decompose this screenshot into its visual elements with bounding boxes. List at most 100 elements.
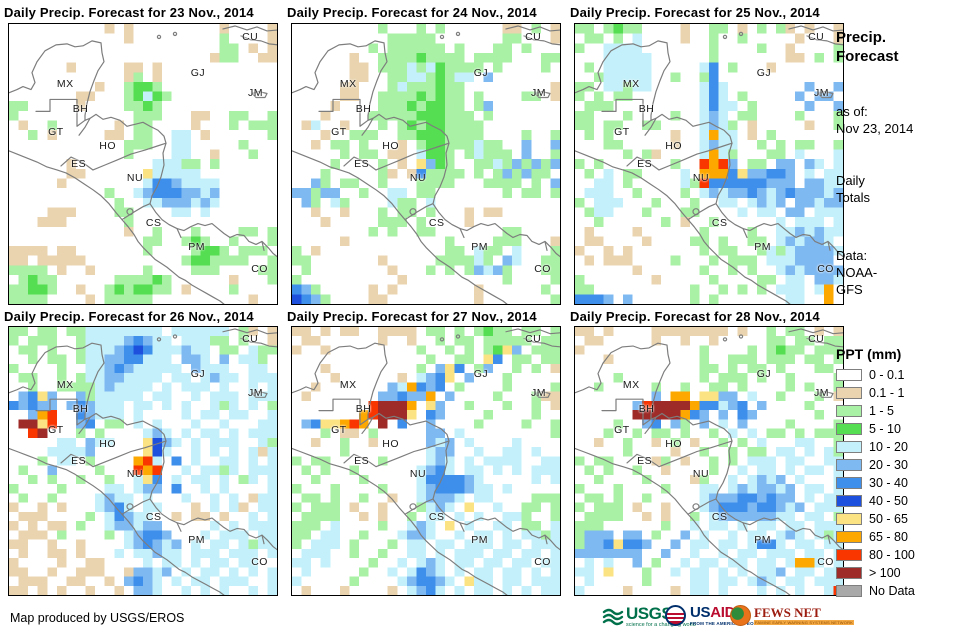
as-of-label: as of: <box>836 104 868 119</box>
map-label-jm: JM <box>248 386 264 399</box>
usgs-wordmark: USGS <box>626 604 673 623</box>
map-label-bh: BH <box>638 103 655 116</box>
sidebar-title: Precip. Forecast <box>836 28 968 66</box>
legend-item: 20 - 30 <box>836 456 915 474</box>
map-label-pm: PM <box>188 534 205 547</box>
panel-title: Daily Precip. Forecast for 26 Nov., 2014 <box>4 309 254 324</box>
fewsnet-wordmark: FEWS NET <box>754 605 821 620</box>
map-label-ho: HO <box>665 139 682 152</box>
map-label-cs: CS <box>711 216 728 229</box>
map-label-gj: GJ <box>190 67 206 79</box>
coastline-overlay <box>9 25 277 304</box>
fewsnet-globe-icon <box>730 605 751 626</box>
map-label-gt: GT <box>331 125 347 138</box>
legend-item: 10 - 20 <box>836 438 915 456</box>
usaid-wordmark-us: US <box>690 604 711 621</box>
map-label-mx: MX <box>339 378 357 391</box>
legend-swatch <box>836 369 862 381</box>
precip-grid-canvas <box>575 327 843 595</box>
map-label-mx: MX <box>56 378 74 391</box>
map-label-jm: JM <box>814 386 830 399</box>
legend-swatch <box>836 387 862 399</box>
usaid-emblem-icon <box>665 605 686 626</box>
map-label-es: ES <box>637 158 653 170</box>
map-label-mx: MX <box>622 378 640 391</box>
legend-swatch <box>836 531 862 543</box>
usaid-wordmark: USAID <box>690 605 763 620</box>
map-label-ho: HO <box>99 139 116 152</box>
map-label-es: ES <box>637 455 653 467</box>
legend-items: 0 - 0.1 0.1 - 1 1 - 5 5 - 10 10 - 20 20 - 30 3… <box>836 366 915 600</box>
legend-item: 65 - 80 <box>836 528 915 546</box>
map-label-gj: GJ <box>190 367 206 380</box>
map-label-cu: CU <box>242 333 259 346</box>
map-label-cu: CU <box>808 30 825 43</box>
map-area: CU GJ MX JM BH GT HO ES NU CS PM CO <box>291 23 561 305</box>
map-label-gj: GJ <box>473 67 489 79</box>
map-label-mx: MX <box>339 78 357 91</box>
map-area: CU GJ MX JM BH GT HO ES NU CS PM CO <box>291 326 561 596</box>
data-source-block: Data: NOAA- GFS <box>836 247 877 298</box>
map-area: CU GJ MX JM BH GT HO ES NU CS PM CO <box>574 326 844 596</box>
panel-title: Daily Precip. Forecast for 28 Nov., 2014 <box>570 309 820 324</box>
map-label-co: CO <box>817 263 834 275</box>
usgs-logo: USGS science for a changing world <box>602 605 696 629</box>
legend-label: 20 - 30 <box>869 458 908 472</box>
panel-title: Daily Precip. Forecast for 25 Nov., 2014 <box>570 5 820 20</box>
map-label-cs: CS <box>428 216 445 229</box>
coastline-overlay <box>575 25 843 304</box>
data-source-line1: NOAA- <box>836 265 878 280</box>
map-label-gj: GJ <box>756 67 772 79</box>
legend-item: No Data <box>836 582 915 600</box>
map-label-ho: HO <box>99 437 116 450</box>
precip-grid-canvas <box>292 24 560 304</box>
legend-item: 40 - 50 <box>836 492 915 510</box>
legend-swatch <box>836 459 862 471</box>
map-label-co: CO <box>817 555 834 568</box>
coastline-overlay <box>9 328 277 595</box>
legend-item: > 100 <box>836 564 915 582</box>
map-label-ho: HO <box>382 139 399 152</box>
panel-title: Daily Precip. Forecast for 27 Nov., 2014 <box>287 309 537 324</box>
legend-item: 0 - 0.1 <box>836 366 915 384</box>
map-label-co: CO <box>251 263 268 275</box>
sidebar-title-line1: Precip. <box>836 29 887 46</box>
panel-title: Daily Precip. Forecast for 24 Nov., 2014 <box>287 5 537 20</box>
usaid-logo: USAID FROM THE AMERICAN PEOPLE <box>665 605 763 626</box>
legend-label: 10 - 20 <box>869 440 908 454</box>
legend-item: 30 - 40 <box>836 474 915 492</box>
map-label-bh: BH <box>72 402 89 415</box>
usgs-tagline: science for a changing world <box>626 622 696 628</box>
as-of-date: Nov 23, 2014 <box>836 121 914 136</box>
map-label-ho: HO <box>382 437 399 450</box>
map-area: CU GJ MX JM BH GT HO ES NU CS PM CO <box>8 326 278 596</box>
map-label-cu: CU <box>525 30 542 43</box>
map-label-gt: GT <box>48 424 64 437</box>
map-label-pm: PM <box>754 240 771 253</box>
map-label-gt: GT <box>331 424 347 437</box>
map-label-jm: JM <box>531 86 547 99</box>
legend-label: > 100 <box>869 566 901 580</box>
map-label-es: ES <box>354 455 370 467</box>
map-label-jm: JM <box>248 86 264 99</box>
legend-label: 65 - 80 <box>869 530 908 544</box>
legend-swatch <box>836 495 862 507</box>
map-label-cs: CS <box>428 511 445 524</box>
usgs-wave-icon <box>602 608 624 625</box>
map-credit: Map produced by USGS/EROS <box>10 611 185 625</box>
as-of-block: as of: Nov 23, 2014 <box>836 103 913 137</box>
fewsnet-logo: FEWS NET FAMINE EARLY WARNING SYSTEMS NE… <box>730 605 855 626</box>
map-label-cs: CS <box>145 511 162 524</box>
legend-label: 5 - 10 <box>869 422 901 436</box>
map-label-mx: MX <box>56 78 74 91</box>
forecast-panel-24nov: Daily Precip. Forecast for 24 Nov., 2014… <box>287 5 561 305</box>
map-label-es: ES <box>71 455 87 467</box>
map-label-gj: GJ <box>473 367 489 380</box>
legend-label: 0.1 - 1 <box>869 386 905 400</box>
forecast-panel-27nov: Daily Precip. Forecast for 27 Nov., 2014… <box>287 309 561 596</box>
map-label-mx: MX <box>622 78 640 91</box>
coastline-overlay <box>575 328 843 595</box>
map-label-nu: NU <box>409 468 427 481</box>
legend-label: 30 - 40 <box>869 476 908 490</box>
